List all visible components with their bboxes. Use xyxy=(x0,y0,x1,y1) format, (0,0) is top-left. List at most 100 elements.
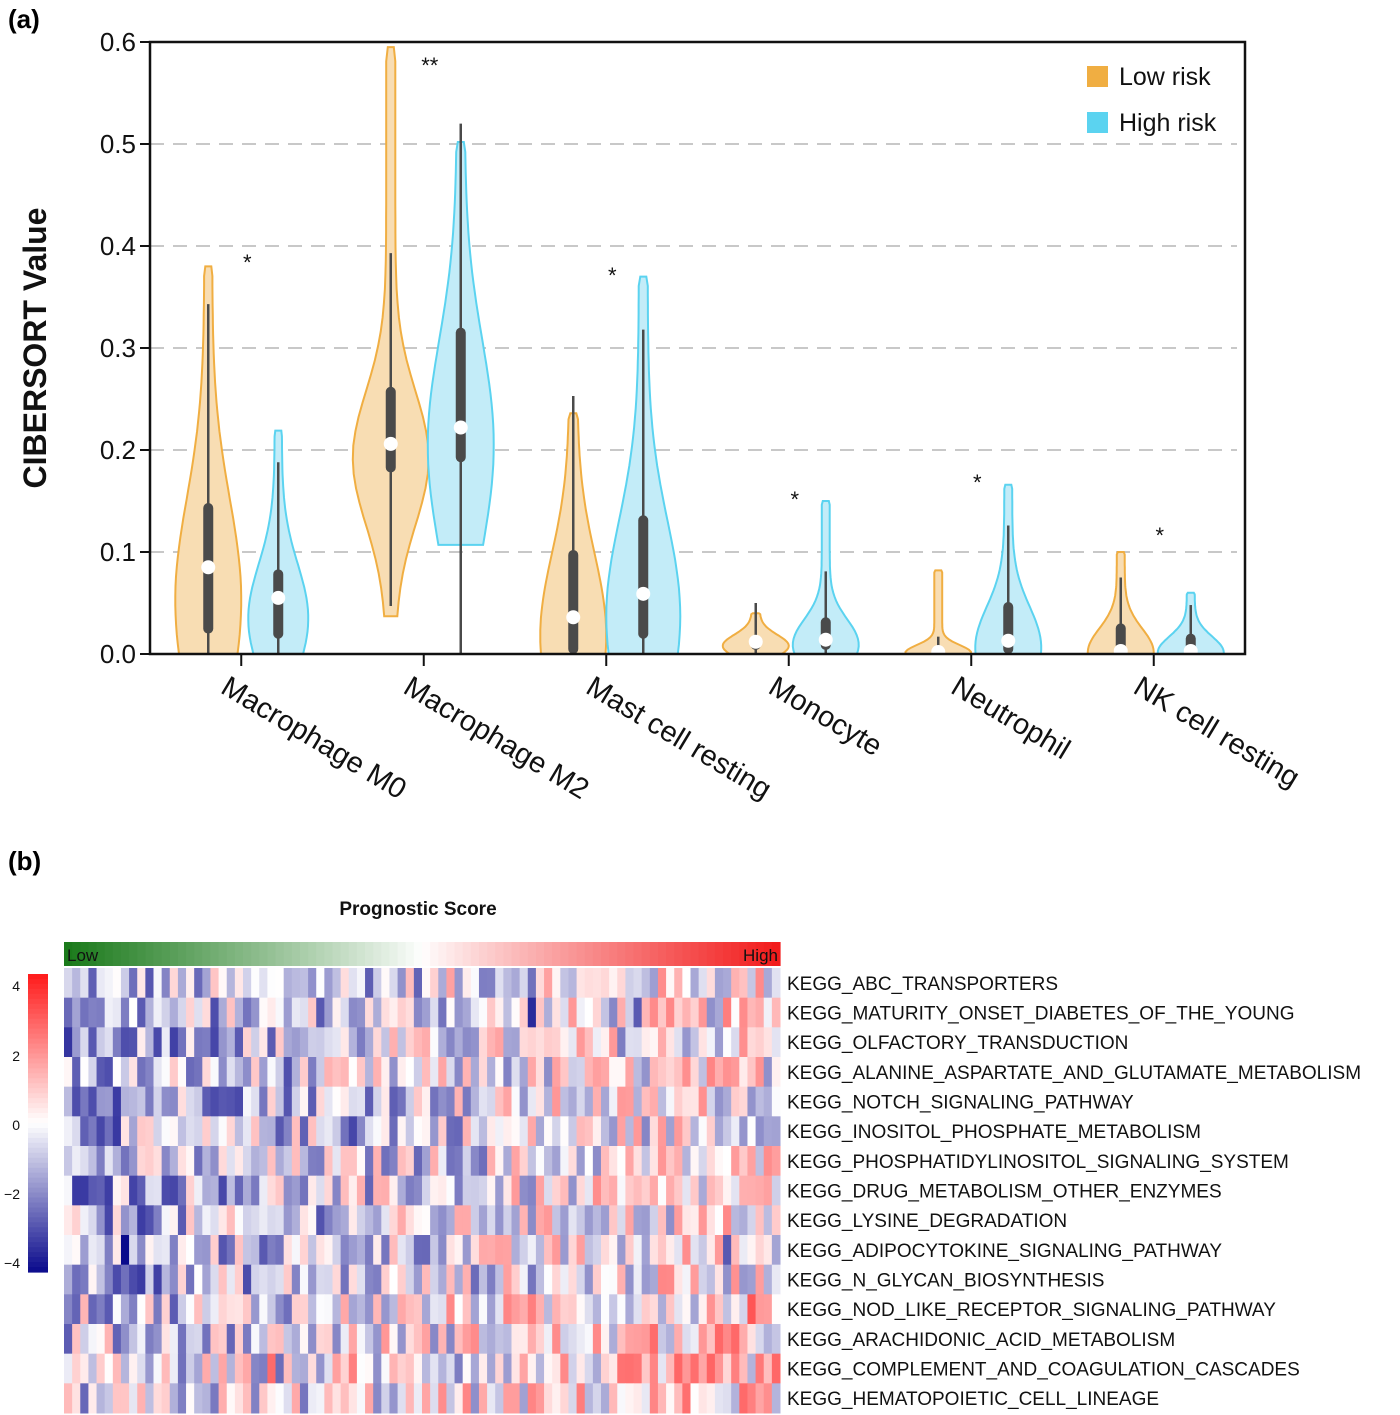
heatmap-cell xyxy=(438,1175,447,1206)
heatmap-cell xyxy=(226,1205,236,1236)
heatmap-cell xyxy=(568,968,578,999)
heatmap-cell xyxy=(96,1116,106,1147)
colorbar-segment xyxy=(28,1182,48,1189)
heatmap-cell xyxy=(584,1383,594,1414)
heatmap-cell xyxy=(210,1294,220,1325)
heatmap-cell xyxy=(706,997,716,1028)
heatmap-cell xyxy=(129,1146,138,1177)
heatmap-cell xyxy=(299,1294,309,1325)
heatmap-cell xyxy=(560,1205,569,1236)
heatmap-cell xyxy=(324,997,333,1028)
heatmap-cell xyxy=(112,997,122,1028)
heatmap-cell xyxy=(690,1353,700,1384)
heatmap-cell xyxy=(210,1264,220,1295)
heatmap-cell xyxy=(755,1235,765,1266)
heatmap-cell xyxy=(731,1383,740,1414)
heatmap-cell xyxy=(771,1086,781,1117)
heatmap-cell xyxy=(234,1086,244,1117)
heatmap-cell xyxy=(462,1264,472,1295)
heatmap-cell xyxy=(243,1324,252,1355)
heatmap-cell xyxy=(120,1324,130,1355)
heatmap-cell xyxy=(446,968,456,999)
heatmap-cell xyxy=(576,1353,586,1384)
heatmap-cell xyxy=(316,1294,325,1325)
y-ticks: 0.00.10.20.30.40.50.6 xyxy=(100,27,150,669)
heatmap-cell xyxy=(641,1383,651,1414)
score-bar-segment xyxy=(251,942,260,966)
heatmap-cell xyxy=(714,1235,724,1266)
heatmap-cell xyxy=(454,1294,464,1325)
heatmap-cell xyxy=(64,1264,73,1295)
score-bar-segment xyxy=(584,942,594,966)
heatmap-cell xyxy=(145,1175,154,1206)
heatmap-cell xyxy=(259,1294,268,1325)
heatmap-cell xyxy=(755,1027,765,1058)
heatmap-cell xyxy=(291,997,301,1028)
heatmap-cell xyxy=(177,1383,187,1414)
colorbar-segment xyxy=(28,1242,48,1248)
heatmap-cell xyxy=(251,1353,260,1384)
heatmap-cell xyxy=(186,1146,195,1177)
colorbar-segment xyxy=(28,1068,48,1074)
heatmap-cell xyxy=(137,1264,146,1295)
heatmap-cell xyxy=(568,1116,578,1147)
heatmap-cell xyxy=(308,1027,317,1058)
colorbar-segment xyxy=(28,1237,48,1243)
score-bar-segment xyxy=(96,942,106,966)
heatmap-cell xyxy=(169,1086,179,1117)
heatmap-cell xyxy=(535,1175,545,1206)
heatmap-cell xyxy=(649,997,659,1028)
score-bar-segment xyxy=(649,942,659,966)
heatmap-cell xyxy=(503,1146,512,1177)
score-bar-segment xyxy=(283,942,293,966)
significance-marker: * xyxy=(1155,523,1164,548)
colorbar-segment xyxy=(28,1058,48,1064)
heatmap-cell xyxy=(739,1175,748,1206)
heatmap-cell xyxy=(251,1146,260,1177)
heatmap-cell xyxy=(129,1175,138,1206)
heatmap-cell xyxy=(299,997,309,1028)
heatmap-cell xyxy=(503,1264,512,1295)
heatmap-cell xyxy=(422,1146,431,1177)
heatmap-cell xyxy=(527,997,537,1028)
heatmap-cell xyxy=(96,1353,106,1384)
heatmap-cell xyxy=(397,1205,407,1236)
heatmap-cell xyxy=(356,1175,366,1206)
heatmap-cell xyxy=(666,1146,675,1177)
heatmap-cell xyxy=(723,1353,732,1384)
heatmap-cell xyxy=(389,1324,399,1355)
colorbar-tick-label: −2 xyxy=(4,1186,20,1202)
heatmap-cell xyxy=(601,1353,610,1384)
heatmap-cell xyxy=(446,1324,456,1355)
heatmap-cell xyxy=(137,1324,146,1355)
heatmap-cell xyxy=(80,1146,89,1177)
heatmap-cell xyxy=(649,1235,659,1266)
heatmap-cell xyxy=(698,1264,708,1295)
heatmap-cell xyxy=(332,1353,342,1384)
heatmap-cell xyxy=(592,1353,602,1384)
heatmap-cell xyxy=(674,1116,683,1147)
heatmap-row-label: KEGG_NOTCH_SIGNALING_PATHWAY xyxy=(787,1093,1134,1114)
heatmap-cell xyxy=(487,1294,496,1325)
heatmap-cell xyxy=(422,1086,431,1117)
heatmap-cell xyxy=(120,1294,130,1325)
heatmap-cell xyxy=(153,1146,163,1177)
heatmap-cell xyxy=(755,997,765,1028)
heatmap-cell xyxy=(251,997,260,1028)
heatmap-cell xyxy=(104,968,114,999)
heatmap-cell xyxy=(153,1175,163,1206)
heatmap-cell xyxy=(617,1353,626,1384)
heatmap-cell xyxy=(129,1324,138,1355)
heatmap-cell xyxy=(422,1116,431,1147)
score-bar-segment xyxy=(356,942,366,966)
heatmap-cell xyxy=(299,1116,309,1147)
heatmap-cell xyxy=(731,1324,740,1355)
heatmap-cell xyxy=(251,1264,260,1295)
heatmap-cell xyxy=(422,1383,431,1414)
heatmap-cell xyxy=(413,1146,423,1177)
heatmap-cell xyxy=(267,968,277,999)
heatmap-cell xyxy=(299,1235,309,1266)
heatmap-cell xyxy=(64,1175,73,1206)
heatmap-cell xyxy=(535,1027,545,1058)
heatmap-cell xyxy=(487,1235,496,1266)
